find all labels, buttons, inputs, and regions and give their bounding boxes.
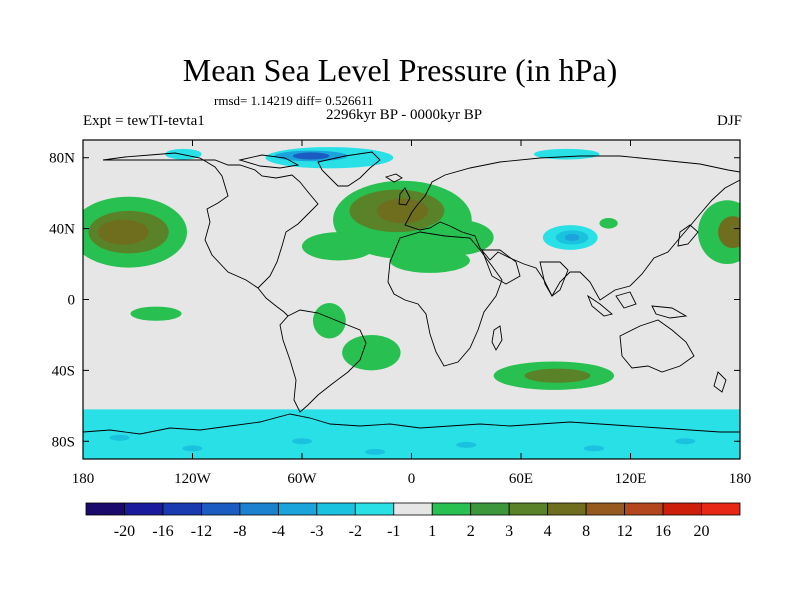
greenland-low-center bbox=[292, 152, 330, 160]
colorbar-label: 12 bbox=[617, 523, 633, 540]
bering-low bbox=[165, 148, 202, 160]
colorbar-label: -8 bbox=[233, 523, 246, 540]
colorbar-swatch bbox=[354, 502, 395, 516]
north-atlantic-high-center bbox=[376, 198, 428, 224]
colorbar-swatch bbox=[624, 502, 664, 516]
colorbar-swatch bbox=[277, 502, 318, 516]
colorbar-swatch bbox=[585, 502, 625, 516]
colorbar-swatch bbox=[316, 502, 356, 516]
southern-ocean-low bbox=[83, 409, 740, 459]
colorbar-label: -4 bbox=[272, 523, 285, 540]
colorbar-swatch bbox=[124, 502, 164, 516]
colorbar-label: 16 bbox=[655, 523, 671, 540]
coast-antarctica bbox=[83, 413, 740, 435]
y-tick-label: 40N bbox=[49, 222, 75, 238]
colorbar-label: 1 bbox=[428, 523, 436, 540]
colorbar-swatch bbox=[508, 502, 549, 516]
coast-eurasia bbox=[404, 155, 740, 301]
coast-arctic-islands bbox=[238, 154, 300, 169]
coast-uk bbox=[398, 187, 411, 206]
experiment-label: Expt = tewTI-tevta1 bbox=[83, 113, 205, 129]
southern-ocean-low-patch bbox=[365, 448, 385, 455]
colorbar-label: 8 bbox=[582, 523, 590, 540]
coast-australia bbox=[619, 319, 695, 373]
east-asia-high bbox=[599, 217, 618, 229]
x-tick-label: 0 bbox=[408, 471, 416, 487]
colorbar-swatch bbox=[701, 502, 741, 516]
colorbar-swatch bbox=[162, 502, 202, 516]
arctic-low bbox=[533, 148, 600, 160]
coast-india bbox=[539, 261, 569, 297]
colorbar-label: 20 bbox=[694, 523, 710, 540]
season-label: DJF bbox=[716, 113, 742, 129]
coastlines bbox=[83, 151, 740, 435]
x-tick-label: 180 bbox=[72, 471, 95, 487]
colorbar-label: -20 bbox=[114, 523, 135, 540]
colorbar-swatch bbox=[431, 502, 472, 516]
colorbar-label: -12 bbox=[191, 523, 212, 540]
colorbar-swatch bbox=[85, 502, 125, 516]
colorbar-swatch bbox=[470, 502, 510, 516]
colorbar-swatch bbox=[662, 502, 702, 516]
axes: 180 120W 60W 0 60E 120E 180 80N 40N 0 40S 80S bbox=[49, 140, 751, 487]
coast-africa bbox=[387, 231, 503, 367]
southern-ocean-low-patch bbox=[456, 441, 477, 448]
southern-ocean-low-patch bbox=[584, 445, 604, 452]
colorbar-label: -1 bbox=[387, 523, 400, 540]
colorbar-label: 2 bbox=[467, 523, 475, 540]
tibet-low-center bbox=[564, 233, 580, 242]
y-tick-label: 40S bbox=[52, 363, 75, 379]
y-tick-label: 80N bbox=[49, 151, 75, 167]
coast-south-america bbox=[279, 309, 367, 413]
colorbar-swatch bbox=[239, 502, 279, 516]
colorbar-label: -16 bbox=[152, 523, 173, 540]
chart-stats: rmsd= 1.14219 diff= 0.526611 bbox=[214, 93, 374, 108]
coast-new-guinea bbox=[651, 305, 688, 319]
coast-arabia bbox=[481, 249, 521, 285]
southern-ocean-low-patch bbox=[675, 438, 696, 445]
x-tick-label: 180 bbox=[729, 471, 752, 487]
atlantic-equatorial-high bbox=[302, 232, 375, 261]
colorbar-label: -3 bbox=[310, 523, 323, 540]
colorbar-label: 4 bbox=[544, 523, 552, 540]
southern-ocean-low-patch bbox=[292, 438, 312, 445]
south-pacific-high bbox=[130, 306, 182, 321]
southern-ocean-low-patch bbox=[109, 434, 130, 441]
anomaly-field bbox=[83, 140, 740, 459]
north-pacific-high-center bbox=[97, 219, 149, 245]
x-tick-label: 60E bbox=[509, 471, 533, 487]
coast-indonesia-borneo bbox=[615, 291, 637, 309]
south-america-high bbox=[312, 303, 346, 339]
x-tick-label: 60W bbox=[287, 471, 317, 487]
coast-japan bbox=[677, 224, 699, 247]
coast-greenland bbox=[317, 151, 381, 187]
colorbar-swatch bbox=[201, 502, 241, 516]
coast-madagascar bbox=[491, 325, 503, 351]
colorbar-swatch bbox=[393, 502, 433, 516]
chart-title: Mean Sea Level Pressure (in hPa) bbox=[182, 52, 618, 88]
coast-new-zealand bbox=[713, 371, 727, 393]
coast-iceland bbox=[384, 173, 403, 183]
chart-subtitle: 2296kyr BP - 0000kyr BP bbox=[325, 107, 483, 123]
south-indian-high-core bbox=[524, 368, 591, 383]
colorbar-swatch bbox=[547, 502, 587, 516]
coast-central-america bbox=[257, 287, 289, 317]
y-tick-label: 0 bbox=[68, 293, 76, 309]
x-tick-label: 120W bbox=[174, 471, 212, 487]
east-pacific-high-core bbox=[718, 216, 740, 249]
coast-north-america bbox=[102, 152, 319, 289]
colorbar-label: -2 bbox=[349, 523, 362, 540]
coast-indonesia-sumatra bbox=[587, 294, 613, 317]
south-atlantic-high bbox=[342, 334, 401, 371]
x-tick-label: 120E bbox=[615, 471, 647, 487]
mediterranean-high bbox=[420, 219, 494, 256]
colorbar: -20 -16 -12 -8 -4 -3 -2 -1 1 2 3 4 8 12 16 20 bbox=[85, 502, 741, 540]
colorbar-label: 3 bbox=[505, 523, 513, 540]
saharan-high bbox=[389, 248, 470, 273]
southern-ocean-low-patch bbox=[182, 445, 203, 452]
y-tick-label: 80S bbox=[52, 434, 75, 450]
